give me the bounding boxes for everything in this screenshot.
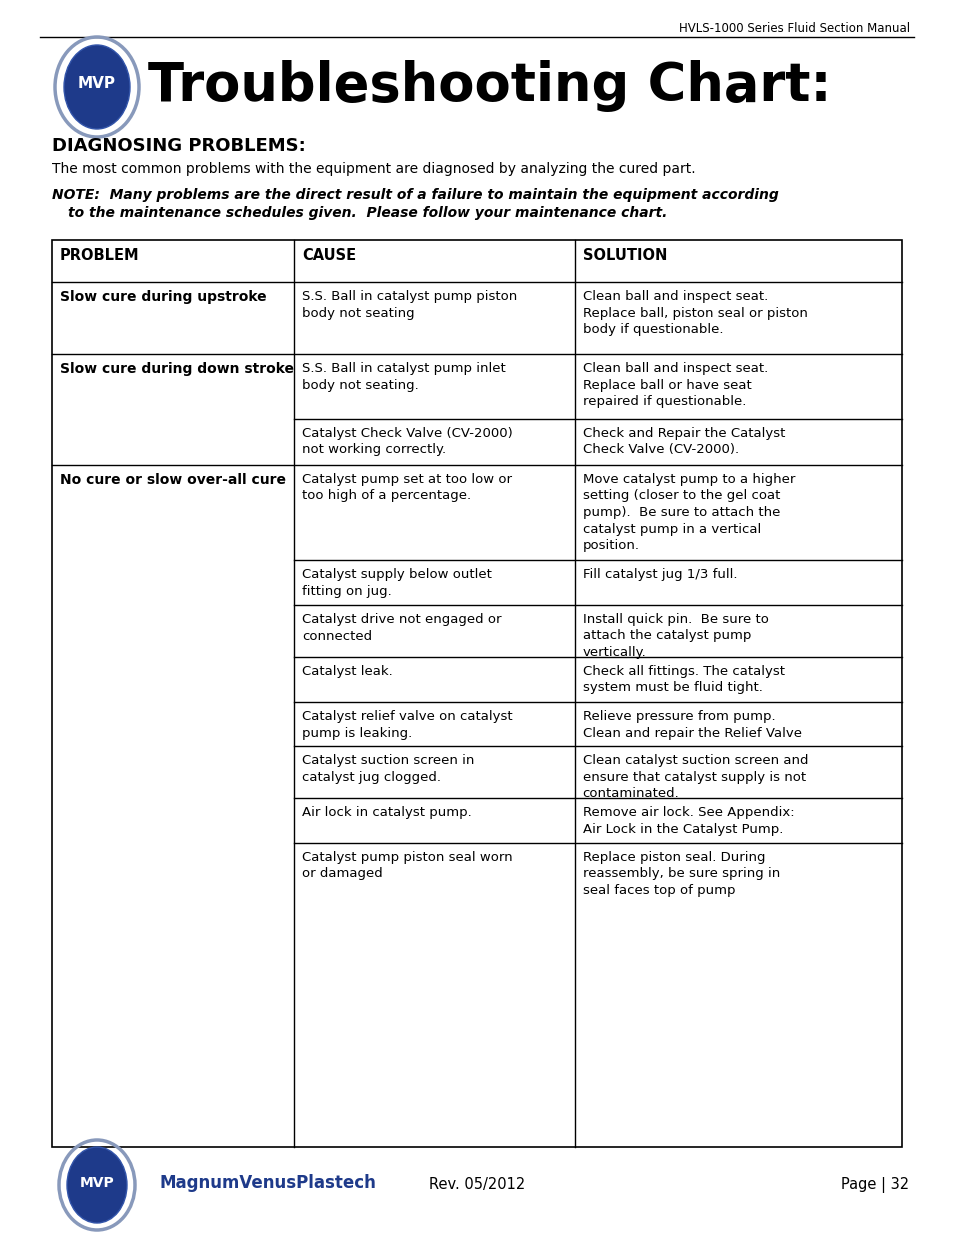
Text: Install quick pin.  Be sure to
attach the catalyst pump
vertically.: Install quick pin. Be sure to attach the… [582,613,768,659]
Ellipse shape [67,1147,127,1223]
Text: Catalyst supply below outlet
fitting on jug.: Catalyst supply below outlet fitting on … [302,568,492,598]
Ellipse shape [64,44,130,128]
Text: Clean catalyst suction screen and
ensure that catalyst supply is not
contaminate: Clean catalyst suction screen and ensure… [582,755,807,800]
Text: CAUSE: CAUSE [302,248,356,263]
Text: PROBLEM: PROBLEM [60,248,139,263]
Text: Catalyst pump set at too low or
too high of a percentage.: Catalyst pump set at too low or too high… [302,473,512,503]
Text: NOTE:  Many problems are the direct result of a failure to maintain the equipmen: NOTE: Many problems are the direct resul… [52,188,778,203]
Text: Check and Repair the Catalyst
Check Valve (CV-2000).: Check and Repair the Catalyst Check Valv… [582,427,784,457]
Text: Catalyst Check Valve (CV-2000)
not working correctly.: Catalyst Check Valve (CV-2000) not worki… [302,427,513,457]
Text: No cure or slow over-all cure: No cure or slow over-all cure [60,473,286,487]
Text: Catalyst pump piston seal worn
or damaged: Catalyst pump piston seal worn or damage… [302,851,513,881]
Text: Clean ball and inspect seat.
Replace ball or have seat
repaired if questionable.: Clean ball and inspect seat. Replace bal… [582,362,767,408]
Text: MVP: MVP [79,1176,114,1191]
Text: Catalyst leak.: Catalyst leak. [302,664,393,678]
Text: Clean ball and inspect seat.
Replace ball, piston seal or piston
body if questio: Clean ball and inspect seat. Replace bal… [582,290,807,336]
Text: MVP: MVP [78,77,116,91]
Text: SOLUTION: SOLUTION [582,248,666,263]
Text: Rev. 05/2012: Rev. 05/2012 [429,1177,524,1193]
Text: S.S. Ball in catalyst pump piston
body not seating: S.S. Ball in catalyst pump piston body n… [302,290,517,320]
Text: Air lock in catalyst pump.: Air lock in catalyst pump. [302,806,472,819]
Text: DIAGNOSING PROBLEMS:: DIAGNOSING PROBLEMS: [52,137,305,156]
Text: Catalyst suction screen in
catalyst jug clogged.: Catalyst suction screen in catalyst jug … [302,755,475,783]
Text: HVLS-1000 Series Fluid Section Manual: HVLS-1000 Series Fluid Section Manual [679,22,909,35]
Text: Page | 32: Page | 32 [840,1177,908,1193]
Text: Move catalyst pump to a higher
setting (closer to the gel coat
pump).  Be sure t: Move catalyst pump to a higher setting (… [582,473,794,552]
Text: Slow cure during down stroke: Slow cure during down stroke [60,362,294,375]
Text: to the maintenance schedules given.  Please follow your maintenance chart.: to the maintenance schedules given. Plea… [68,206,667,220]
Text: Remove air lock. See Appendix:
Air Lock in the Catalyst Pump.: Remove air lock. See Appendix: Air Lock … [582,806,794,836]
Text: Slow cure during upstroke: Slow cure during upstroke [60,290,266,304]
Text: The most common problems with the equipment are diagnosed by analyzing the cured: The most common problems with the equipm… [52,162,695,177]
Text: Replace piston seal. During
reassembly, be sure spring in
seal faces top of pump: Replace piston seal. During reassembly, … [582,851,780,897]
Text: Troubleshooting Chart:: Troubleshooting Chart: [148,61,831,112]
Text: Catalyst relief valve on catalyst
pump is leaking.: Catalyst relief valve on catalyst pump i… [302,710,513,740]
Text: MagnumVenusPlastech: MagnumVenusPlastech [160,1174,376,1192]
Text: Fill catalyst jug 1/3 full.: Fill catalyst jug 1/3 full. [582,568,737,580]
Text: Check all fittings. The catalyst
system must be fluid tight.: Check all fittings. The catalyst system … [582,664,784,694]
Text: Catalyst drive not engaged or
connected: Catalyst drive not engaged or connected [302,613,501,642]
Text: Relieve pressure from pump.
Clean and repair the Relief Valve: Relieve pressure from pump. Clean and re… [582,710,801,740]
Bar [52,240,901,1147]
Text: S.S. Ball in catalyst pump inlet
body not seating.: S.S. Ball in catalyst pump inlet body no… [302,362,505,391]
